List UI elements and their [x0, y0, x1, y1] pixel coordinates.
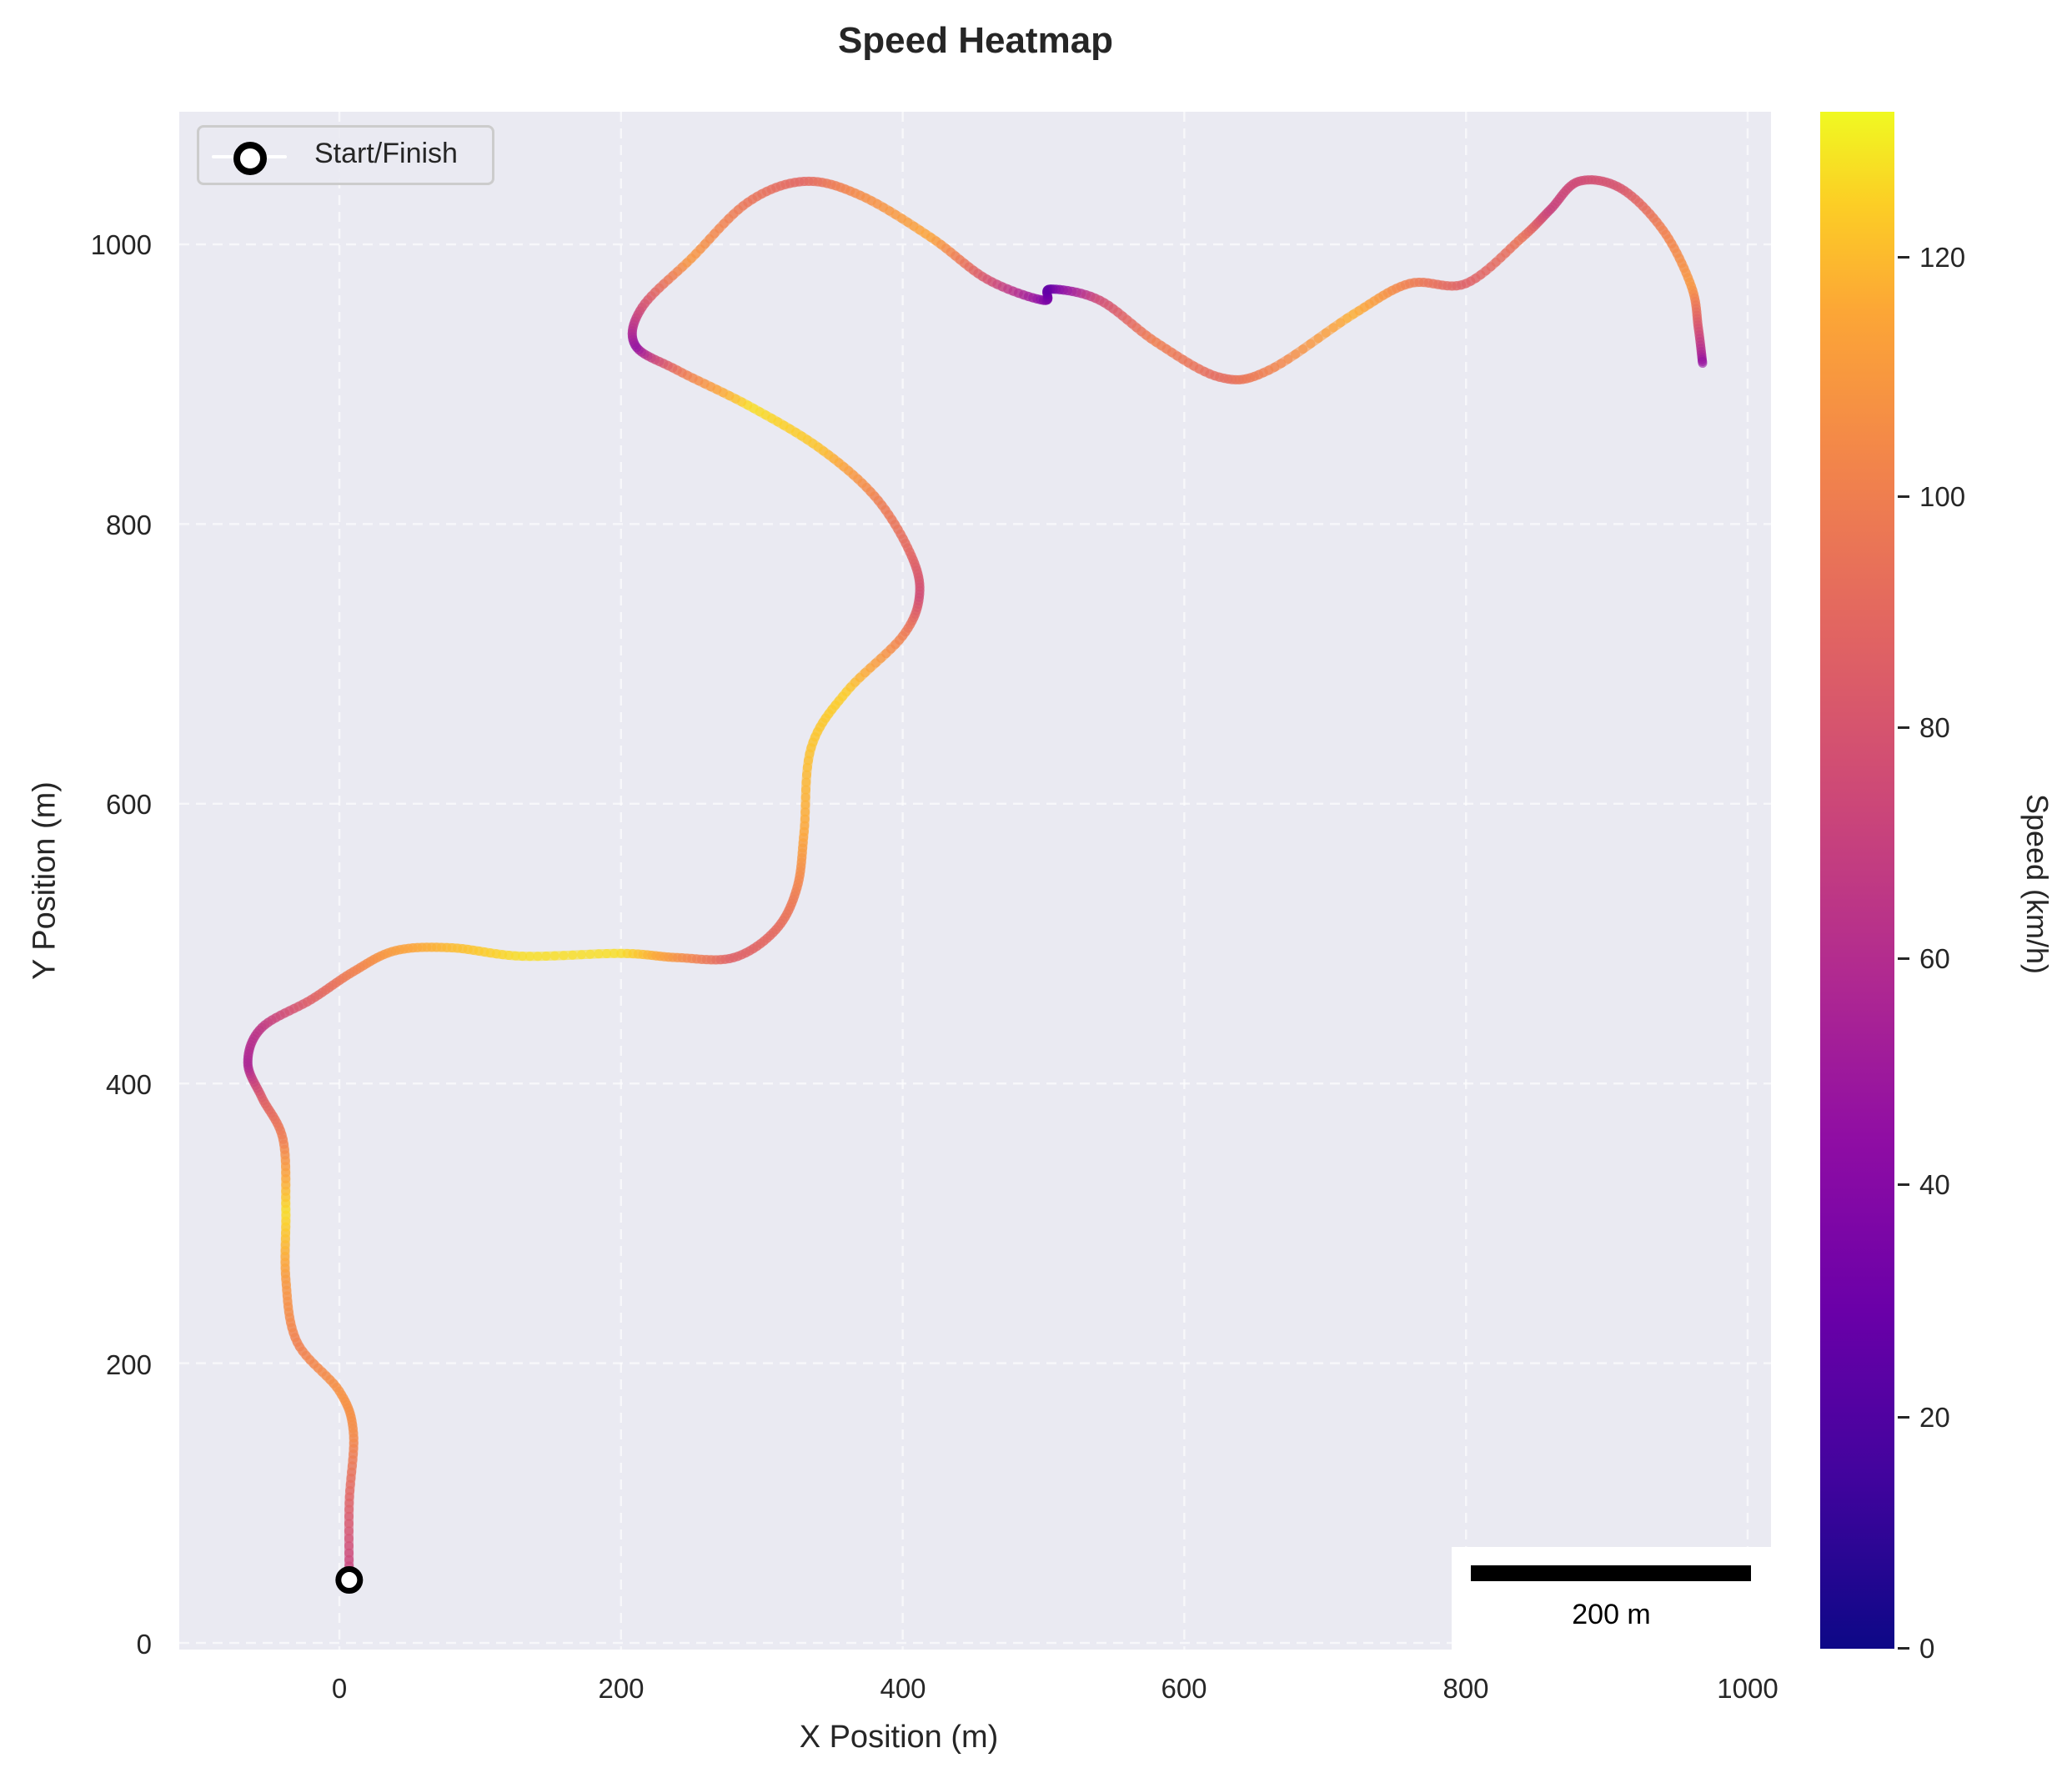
colorbar-tick-mark — [1898, 495, 1909, 498]
colorbar-label: Speed (km/h) — [2020, 793, 2054, 975]
colorbar-tick-mark — [1898, 256, 1909, 259]
plot-area — [179, 112, 1771, 1650]
legend: Start/Finish — [197, 125, 494, 185]
y-tick: 800 — [105, 510, 152, 540]
x-tick: 800 — [1442, 1673, 1489, 1704]
x-tick: 1000 — [1717, 1673, 1779, 1704]
colorbar-tick-mark — [1898, 1183, 1909, 1186]
colorbar-tick: 0 — [1919, 1633, 1935, 1664]
colorbar-tick: 20 — [1919, 1402, 1950, 1433]
colorbar-tick: 120 — [1919, 242, 1966, 273]
x-tick: 200 — [598, 1673, 645, 1704]
colorbar-tick: 100 — [1919, 481, 1966, 512]
colorbar-tick-mark — [1898, 1416, 1909, 1419]
track-path — [243, 175, 1708, 1585]
y-tick: 1000 — [90, 229, 152, 260]
x-tick: 600 — [1161, 1673, 1207, 1704]
y-tick: 0 — [136, 1629, 152, 1660]
colorbar-tick-mark — [1898, 726, 1909, 729]
y-tick: 400 — [105, 1069, 152, 1100]
y-tick: 600 — [105, 789, 152, 820]
colorbar — [1820, 112, 1894, 1649]
colorbar-tick: 80 — [1919, 712, 1950, 743]
x-tick: 400 — [880, 1673, 926, 1704]
scale-bar-label: 200 m — [1572, 1599, 1651, 1630]
y-axis-label: Y Position (m) — [27, 781, 63, 980]
start-finish-marker — [335, 1566, 364, 1595]
colorbar-tick: 40 — [1919, 1169, 1950, 1200]
scale-bar-line — [1471, 1565, 1751, 1581]
colorbar-tick: 60 — [1919, 943, 1950, 974]
scale-bar: 200 m — [1452, 1547, 1771, 1650]
colorbar-tick-mark — [1898, 1647, 1909, 1650]
start-finish-legend-icon — [233, 142, 267, 175]
chart-title: Speed Heatmap — [837, 20, 1114, 61]
x-axis-label: X Position (m) — [0, 1720, 1951, 1755]
grid-lines — [179, 112, 1771, 1650]
y-tick: 200 — [105, 1349, 152, 1380]
x-tick: 0 — [331, 1673, 348, 1704]
legend-label: Start/Finish — [314, 138, 458, 169]
x-axis-label-text: X Position (m) — [799, 1720, 999, 1755]
colorbar-tick-mark — [1898, 957, 1909, 960]
